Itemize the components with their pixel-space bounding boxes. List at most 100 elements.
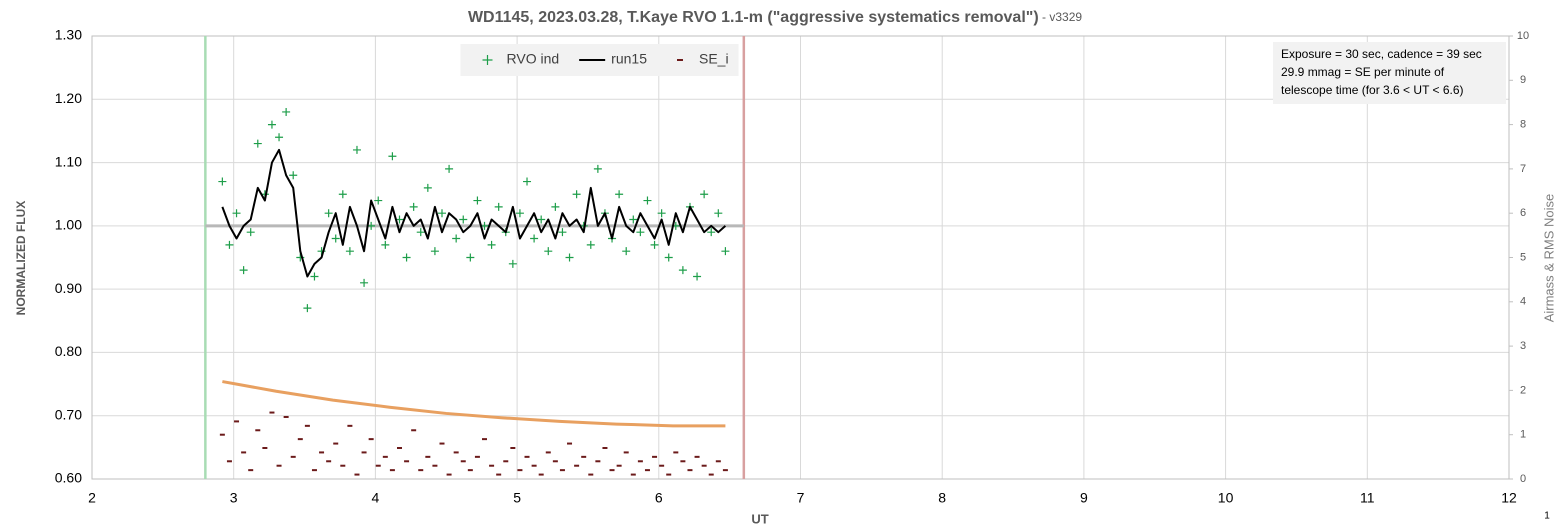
y2-tick-label: 10	[1517, 30, 1529, 42]
y2-tick-label: 5	[1520, 251, 1526, 263]
plus-marker	[515, 209, 524, 218]
plus-marker	[218, 177, 227, 186]
annotation-line: Exposure = 30 sec, cadence = 39 sec	[1281, 47, 1482, 61]
plus-marker	[388, 152, 397, 161]
plus-marker	[678, 266, 687, 275]
y2-tick-label: 8	[1520, 119, 1526, 131]
x-tick-label: 5	[513, 490, 521, 506]
legend-label: SE_i	[699, 51, 729, 67]
plus-marker	[246, 228, 255, 237]
plus-marker	[303, 304, 312, 313]
plus-marker	[622, 247, 631, 256]
y-tick-label: 0.90	[55, 280, 82, 296]
plus-marker	[537, 215, 546, 224]
plus-marker	[473, 196, 482, 205]
plus-marker	[345, 247, 354, 256]
plus-marker	[352, 145, 361, 154]
plus-marker	[430, 247, 439, 256]
plus-marker	[508, 259, 517, 268]
x-tick-label: 9	[1080, 490, 1088, 506]
plus-marker	[459, 215, 468, 224]
plus-marker	[310, 272, 319, 281]
plus-marker	[239, 266, 248, 275]
annotation-line: 29.9 mmag = SE per minute of	[1281, 65, 1445, 79]
y2-tick-label: 9	[1520, 74, 1526, 86]
plus-marker	[636, 228, 645, 237]
plus-marker	[551, 202, 560, 211]
y2-tick-label: 7	[1520, 163, 1526, 175]
plus-marker	[324, 209, 333, 218]
x-axis-label: UT	[751, 511, 768, 526]
corner-label: 1	[1544, 511, 1550, 522]
y2-axis-label: Airmass & RMS Noise	[1541, 194, 1556, 323]
plus-marker	[232, 209, 241, 218]
plus-marker	[374, 196, 383, 205]
series-line	[222, 380, 726, 428]
plus-marker	[721, 247, 730, 256]
x-tick-label: 8	[938, 490, 946, 506]
plus-marker	[714, 209, 723, 218]
plus-marker	[275, 133, 284, 142]
x-tick-label: 7	[797, 490, 805, 506]
plus-marker	[360, 278, 369, 287]
plus-marker	[416, 228, 425, 237]
plus-marker	[707, 228, 716, 237]
plus-marker	[437, 209, 446, 218]
legend: RVO ind run15 SE_i	[460, 44, 739, 76]
plus-marker	[331, 234, 340, 243]
plus-marker	[402, 253, 411, 262]
y-tick-label: 0.80	[55, 343, 82, 359]
plus-marker	[253, 139, 262, 148]
y-tick-label: 1.30	[55, 27, 82, 43]
plus-marker	[558, 228, 567, 237]
y2-tick-label: 0	[1520, 473, 1526, 485]
y2-tick-label: 3	[1520, 340, 1526, 352]
plus-marker	[615, 190, 624, 199]
plot-frame	[91, 35, 1510, 480]
plus-marker	[409, 202, 418, 211]
plus-marker	[544, 247, 553, 256]
plus-marker	[282, 107, 291, 116]
y2-tick-label: 2	[1520, 384, 1526, 396]
x-tick-label: 10	[1218, 490, 1234, 506]
plus-marker	[693, 272, 702, 281]
legend-label: run15	[611, 51, 647, 67]
plus-marker	[338, 190, 347, 199]
plus-marker	[494, 202, 503, 211]
plus-marker	[643, 196, 652, 205]
annotation: Exposure = 30 sec, cadence = 39 sec 29.9 …	[1273, 42, 1506, 104]
annotation-box	[1273, 42, 1506, 104]
x-tick-label: 6	[655, 490, 663, 506]
plus-marker	[586, 240, 595, 249]
plus-marker	[445, 164, 454, 173]
plus-marker	[664, 253, 673, 262]
plus-marker	[487, 240, 496, 249]
chart-subtitle: - v3329	[1039, 10, 1083, 24]
plus-marker	[593, 164, 602, 173]
y2-tick-label: 4	[1520, 296, 1526, 308]
plus-marker	[267, 120, 276, 129]
plus-marker	[452, 234, 461, 243]
plus-marker	[650, 240, 659, 249]
plus-marker	[225, 240, 234, 249]
x-tick-label: 12	[1501, 490, 1517, 506]
y-tick-label: 1.00	[55, 217, 82, 233]
y-axis-label: NORMALIZED FLUX	[14, 201, 28, 316]
x-tick-label: 4	[372, 490, 380, 506]
plus-marker	[629, 215, 638, 224]
x-tick-label: 3	[230, 490, 238, 506]
plus-marker	[381, 240, 390, 249]
legend-label: RVO ind	[507, 51, 560, 67]
y-tick-label: 0.60	[55, 470, 82, 486]
plus-marker	[289, 171, 298, 180]
plus-marker	[523, 177, 532, 186]
plus-marker	[700, 190, 709, 199]
plus-marker	[423, 183, 432, 192]
y-tick-label: 0.70	[55, 406, 82, 422]
chart-title: WD1145, 2023.03.28, T.Kaye RVO 1.1-m ("a…	[468, 9, 1039, 26]
y-tick-label: 1.20	[55, 90, 82, 106]
y-tick-label: 1.10	[55, 153, 82, 169]
series-line	[221, 148, 727, 278]
plus-marker	[530, 234, 539, 243]
